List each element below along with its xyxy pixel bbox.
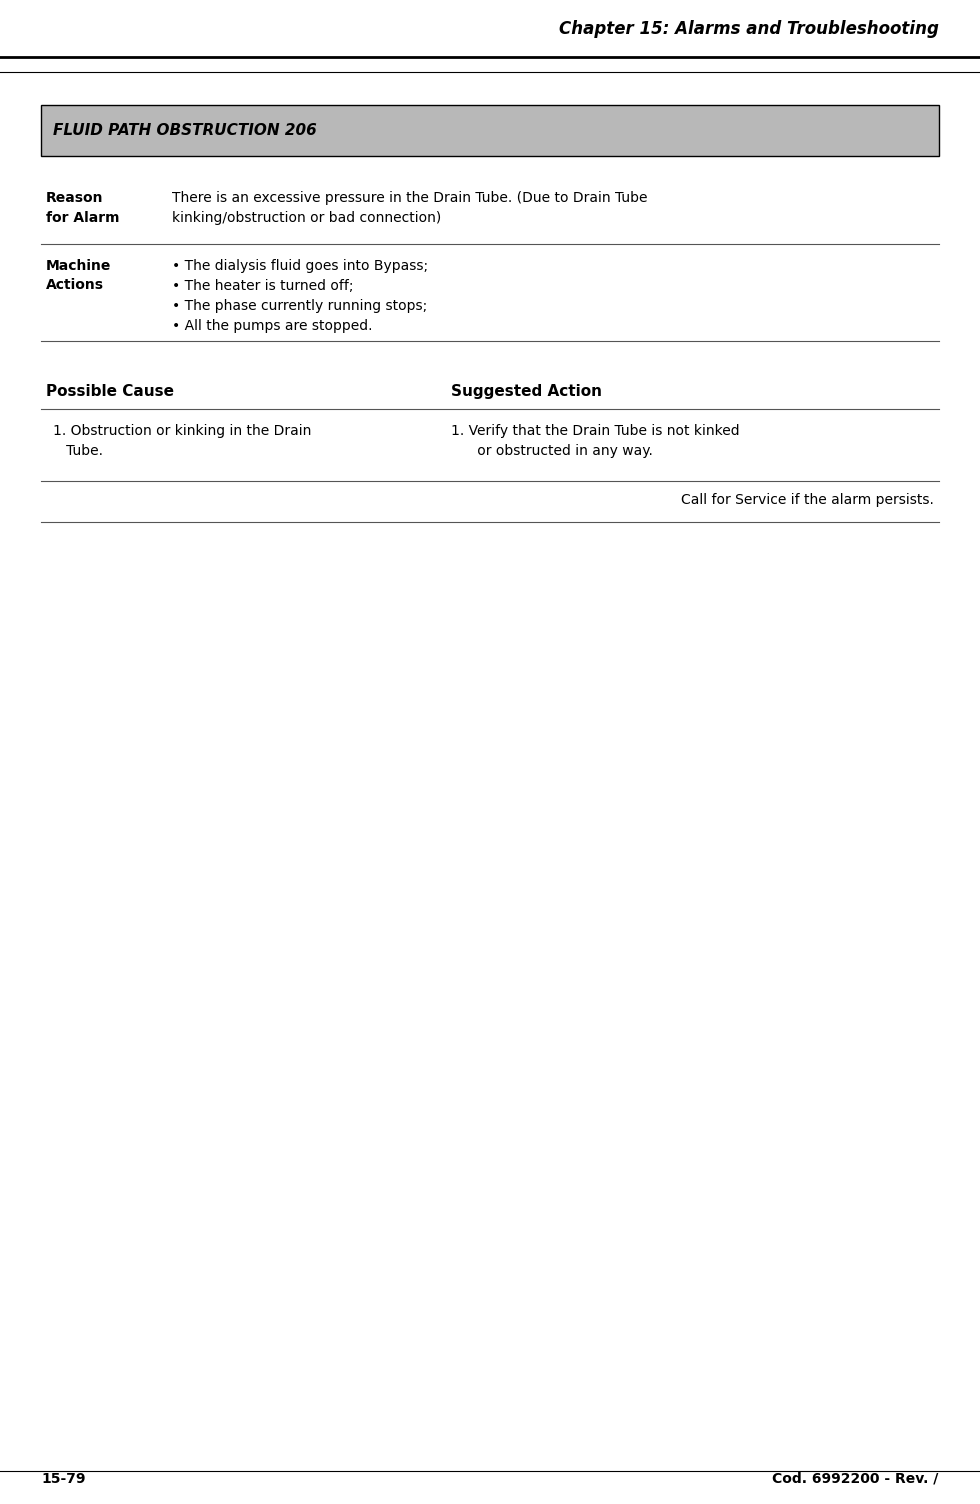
Text: Chapter 15: Alarms and Troubleshooting: Chapter 15: Alarms and Troubleshooting <box>559 20 939 38</box>
Text: Machine
Actions: Machine Actions <box>46 259 112 292</box>
Text: 15-79: 15-79 <box>41 1472 85 1486</box>
Text: Reason
for Alarm: Reason for Alarm <box>46 191 120 224</box>
Text: Call for Service if the alarm persists.: Call for Service if the alarm persists. <box>681 493 934 507</box>
Text: • The dialysis fluid goes into Bypass;
• The heater is turned off;
• The phase c: • The dialysis fluid goes into Bypass; •… <box>172 259 427 332</box>
Text: There is an excessive pressure in the Drain Tube. (Due to Drain Tube
kinking/obs: There is an excessive pressure in the Dr… <box>172 191 647 224</box>
Text: 1. Obstruction or kinking in the Drain
   Tube.: 1. Obstruction or kinking in the Drain T… <box>53 424 312 457</box>
Text: FLUID PATH OBSTRUCTION 206: FLUID PATH OBSTRUCTION 206 <box>53 123 317 138</box>
Text: Possible Cause: Possible Cause <box>46 384 174 399</box>
Text: 1. Verify that the Drain Tube is not kinked
      or obstructed in any way.: 1. Verify that the Drain Tube is not kin… <box>451 424 740 457</box>
Text: Suggested Action: Suggested Action <box>451 384 602 399</box>
Text: Cod. 6992200 - Rev. /: Cod. 6992200 - Rev. / <box>772 1472 939 1486</box>
Bar <box>41 105 939 156</box>
